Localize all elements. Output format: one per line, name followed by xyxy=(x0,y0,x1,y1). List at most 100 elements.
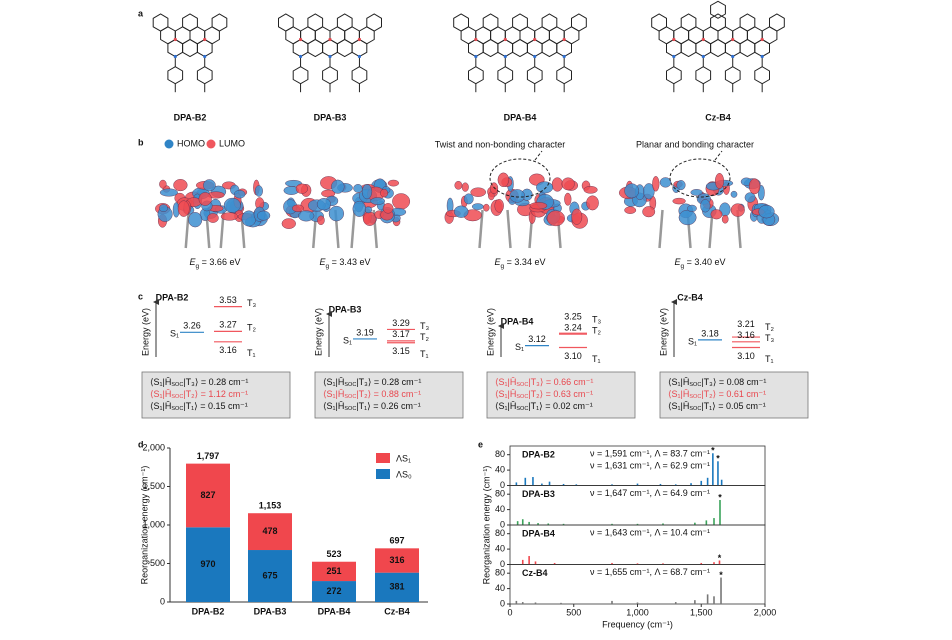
total-label: 1,153 xyxy=(259,501,282,511)
orbital-lobe xyxy=(233,189,246,199)
orbital-lobe xyxy=(223,197,241,213)
level-name: T₁ xyxy=(765,354,774,364)
soc-pre: ⟨S₁|Ĥ xyxy=(668,389,689,399)
level-name: S₁ xyxy=(515,342,524,352)
orbital-lobe xyxy=(370,197,386,205)
panel-label: a xyxy=(138,8,144,18)
ring xyxy=(482,13,499,32)
soc-value: ⟨S₁|ĤSOC|T₃⟩ = 0.28 cm⁻¹ xyxy=(150,377,248,388)
atom-b xyxy=(298,37,303,42)
panel-name: Cz-B4 xyxy=(522,568,548,578)
soc-sub: SOC xyxy=(689,406,701,412)
value-label: 478 xyxy=(262,526,277,536)
soc-pre: ⟨S₁|Ĥ xyxy=(323,389,344,399)
level-value: 3.25 xyxy=(564,312,582,322)
ring xyxy=(571,13,587,32)
soc-pre: ⟨S₁|Ĥ xyxy=(495,389,516,399)
molecule-name: DPA-B3 xyxy=(314,112,347,122)
atom-n xyxy=(672,54,676,59)
soc-sub: SOC xyxy=(171,394,183,400)
bar-segment xyxy=(375,548,419,573)
orbital-lobe xyxy=(387,179,400,187)
level-value: 3.10 xyxy=(737,351,755,361)
peak-star: * xyxy=(719,570,723,580)
value-label: 381 xyxy=(389,582,404,592)
ring xyxy=(307,13,324,32)
level-value: 3.27 xyxy=(219,320,237,330)
soc-post: |T₃⟩ = 0.66 cm⁻¹ xyxy=(528,377,593,387)
orbital-lobe xyxy=(536,181,554,194)
soc-post: |T₃⟩ = 0.28 cm⁻¹ xyxy=(356,377,421,387)
band-gap: Eg = 3.40 eV xyxy=(675,257,726,269)
atom-b xyxy=(173,37,177,42)
value: = 3.66 eV xyxy=(199,257,240,267)
level-value: 3.19 xyxy=(356,327,374,337)
orbital-lobe xyxy=(188,212,203,228)
orbital-lobe xyxy=(676,180,686,191)
symbol: E xyxy=(190,257,197,267)
orbital-lobe xyxy=(586,195,599,211)
soc-sub: SOC xyxy=(689,394,701,400)
atom-n xyxy=(503,54,507,59)
ring xyxy=(541,13,558,32)
soc-sub: SOC xyxy=(516,406,528,412)
legend-label: HOMO xyxy=(177,138,205,148)
subscript: g xyxy=(681,263,685,270)
panel-name: DPA-B2 xyxy=(522,449,555,459)
ring xyxy=(292,66,309,85)
orbital-lobe xyxy=(328,205,345,222)
orbital-lobe xyxy=(643,183,655,200)
soc-post: |T₃⟩ = 0.08 cm⁻¹ xyxy=(701,377,766,387)
ring xyxy=(336,13,353,32)
orbital-lobe xyxy=(497,172,510,188)
ring xyxy=(196,66,213,85)
annotation: Twist and non-bonding character xyxy=(435,139,566,149)
panel-label: e xyxy=(478,439,483,449)
peak-annotation: ν = 1,631 cm⁻¹, Λ = 62.9 cm⁻¹ xyxy=(590,460,710,470)
value-label: 827 xyxy=(200,490,215,500)
orbital-lobe xyxy=(652,176,660,192)
orbital-lobe xyxy=(758,204,775,219)
ring xyxy=(651,13,667,32)
soc-pre: ⟨S₁|Ĥ xyxy=(323,377,344,387)
y-axis-label: Reorganization energy (cm⁻¹) xyxy=(481,466,491,585)
ring xyxy=(754,66,770,85)
atom-n xyxy=(357,54,362,59)
y-tick-label: 80 xyxy=(495,528,505,538)
panel-label: d xyxy=(138,439,144,449)
diagram-title: DPA-B3 xyxy=(329,304,362,314)
peak-annotation: ν = 1,643 cm⁻¹, Λ = 10.4 cm⁻¹ xyxy=(590,527,710,537)
orbital-lobe xyxy=(561,177,575,191)
orbital-lobe xyxy=(316,198,331,211)
peak-star: * xyxy=(718,492,722,502)
panel-name: DPA-B3 xyxy=(522,489,555,499)
y-tick-label: 80 xyxy=(495,489,505,499)
diagram-title: DPA-B4 xyxy=(501,316,534,326)
x-tick-label: 2,000 xyxy=(754,607,777,617)
peak-star: * xyxy=(718,553,722,563)
y-tick-label: 0 xyxy=(500,480,505,490)
y-tick-label: 0 xyxy=(160,596,165,606)
orbital-lobe xyxy=(483,203,490,212)
level-value: 3.26 xyxy=(183,321,201,331)
value: = 3.34 eV xyxy=(504,257,545,267)
ring xyxy=(366,13,382,32)
orbital-lobe xyxy=(624,183,640,199)
y-tick-label: 40 xyxy=(495,504,505,514)
value: = 3.40 eV xyxy=(684,257,725,267)
ring xyxy=(453,13,469,32)
level-name: T₂ xyxy=(420,332,429,342)
soc-pre: ⟨S₁|Ĥ xyxy=(323,401,344,411)
soc-sub: SOC xyxy=(689,382,701,388)
ring xyxy=(666,66,682,85)
x-tick-label: 1,000 xyxy=(626,607,649,617)
soc-pre: ⟨S₁|Ĥ xyxy=(495,377,516,387)
level-name: T₂ xyxy=(592,326,601,336)
orbital-lobe xyxy=(331,179,345,194)
atom-n xyxy=(474,54,478,59)
molecule-name: DPA-B4 xyxy=(504,112,537,122)
atom-n xyxy=(760,54,764,59)
soc-post: |T₂⟩ = 0.61 cm⁻¹ xyxy=(701,389,766,399)
soc-sub: SOC xyxy=(516,394,528,400)
